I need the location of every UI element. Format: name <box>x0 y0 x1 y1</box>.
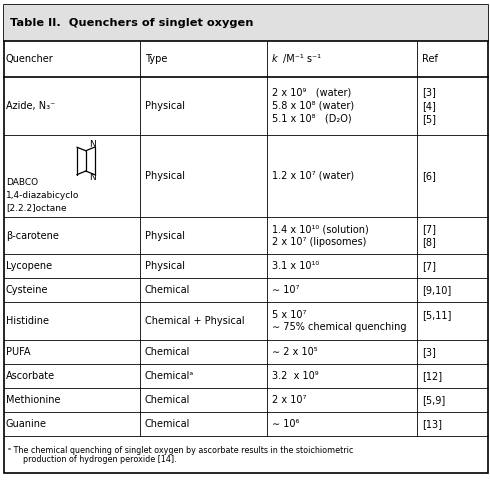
Text: Histidine: Histidine <box>6 316 49 326</box>
Text: Physical: Physical <box>145 101 185 111</box>
Text: [5,11]: [5,11] <box>422 310 452 320</box>
Text: Cysteine: Cysteine <box>6 285 49 295</box>
Text: Quencher: Quencher <box>6 54 53 64</box>
Text: Chemical: Chemical <box>145 347 190 357</box>
Text: Chemical + Physical: Chemical + Physical <box>145 316 244 326</box>
Text: 3.2  x 10⁹: 3.2 x 10⁹ <box>272 371 319 381</box>
Text: N: N <box>89 140 96 149</box>
Text: PUFA: PUFA <box>6 347 30 357</box>
Text: Methionine: Methionine <box>6 395 60 405</box>
Text: 3.1 x 10¹⁰: 3.1 x 10¹⁰ <box>272 261 319 271</box>
Text: Table II.  Quenchers of singlet oxygen: Table II. Quenchers of singlet oxygen <box>10 18 253 28</box>
Text: Lycopene: Lycopene <box>6 261 52 271</box>
Text: [12]: [12] <box>422 371 442 381</box>
Text: [7]: [7] <box>422 261 437 271</box>
Text: [3]: [3] <box>422 347 436 357</box>
Text: Chemical: Chemical <box>145 285 190 295</box>
Text: N: N <box>89 173 96 182</box>
Text: Physical: Physical <box>145 261 185 271</box>
Text: 1,4-diazabicyclo: 1,4-diazabicyclo <box>6 191 79 200</box>
Text: ∼ 75% chemical quenching: ∼ 75% chemical quenching <box>272 323 406 332</box>
Text: 2 x 10⁹   (water): 2 x 10⁹ (water) <box>272 87 351 98</box>
Text: Type: Type <box>145 54 167 64</box>
Text: ∼ 10⁶: ∼ 10⁶ <box>272 419 299 428</box>
Text: [7]: [7] <box>422 224 437 234</box>
Text: [8]: [8] <box>422 237 436 247</box>
Text: 1.2 x 10⁷ (water): 1.2 x 10⁷ (water) <box>272 171 354 181</box>
Text: ∼ 10⁷: ∼ 10⁷ <box>272 285 299 295</box>
Text: Guanine: Guanine <box>6 419 47 428</box>
Text: Chemical: Chemical <box>145 419 190 428</box>
Text: [3]: [3] <box>422 87 436 98</box>
Text: Chemicalᵃ: Chemicalᵃ <box>145 371 194 381</box>
Text: 2 x 10⁷ (liposomes): 2 x 10⁷ (liposomes) <box>272 237 367 247</box>
Text: Azide, N₃⁻: Azide, N₃⁻ <box>6 101 55 111</box>
Text: [4]: [4] <box>422 101 436 111</box>
Text: Chemical: Chemical <box>145 395 190 405</box>
Bar <box>4 5 488 41</box>
Text: [13]: [13] <box>422 419 442 428</box>
Text: ∼ 2 x 10⁵: ∼ 2 x 10⁵ <box>272 347 318 357</box>
Text: /M⁻¹ s⁻¹: /M⁻¹ s⁻¹ <box>283 54 321 64</box>
Text: Physical: Physical <box>145 230 185 241</box>
Text: 1.4 x 10¹⁰ (solution): 1.4 x 10¹⁰ (solution) <box>272 224 368 234</box>
Text: [2.2.2]octane: [2.2.2]octane <box>6 203 67 212</box>
Text: k: k <box>272 54 277 64</box>
Text: DABCO: DABCO <box>6 178 38 186</box>
Text: ᵃ The chemical quenching of singlet oxygen by ascorbate results in the stoichiom: ᵃ The chemical quenching of singlet oxyg… <box>8 446 353 455</box>
Text: 5.1 x 10⁸   (D₂O): 5.1 x 10⁸ (D₂O) <box>272 114 352 124</box>
Text: β-carotene: β-carotene <box>6 230 59 241</box>
Text: 5 x 10⁷: 5 x 10⁷ <box>272 310 306 320</box>
Text: Ref: Ref <box>422 54 438 64</box>
Text: [5]: [5] <box>422 114 437 124</box>
Text: 2 x 10⁷: 2 x 10⁷ <box>272 395 306 405</box>
Text: 5.8 x 10⁸ (water): 5.8 x 10⁸ (water) <box>272 101 354 111</box>
Text: production of hydrogen peroxide [14].: production of hydrogen peroxide [14]. <box>23 455 176 464</box>
Text: [6]: [6] <box>422 171 436 181</box>
Text: [9,10]: [9,10] <box>422 285 452 295</box>
Text: [5,9]: [5,9] <box>422 395 445 405</box>
Text: Physical: Physical <box>145 171 185 181</box>
Text: Ascorbate: Ascorbate <box>6 371 55 381</box>
